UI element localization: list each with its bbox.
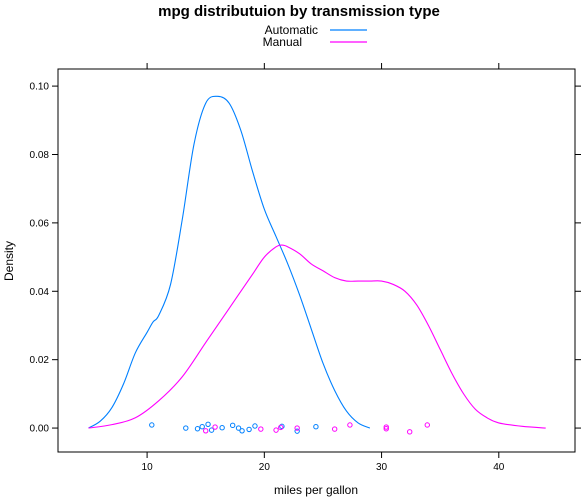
rug-point-manual <box>203 428 209 434</box>
y-tick-label: 0.02 <box>30 355 50 366</box>
x-tick-label: 30 <box>376 462 388 473</box>
rug-point-automatic <box>279 423 285 430</box>
density-line-manual <box>88 244 546 429</box>
rug-point-automatic <box>194 426 201 432</box>
y-axis: 0.00 0.02 0.04 0.06 0.08 0.10 <box>30 82 581 435</box>
density-line-automatic <box>88 95 371 429</box>
legend-label-manual: Manual <box>263 35 302 49</box>
rug-point-automatic <box>149 422 155 428</box>
y-tick-label: 0.10 <box>30 82 50 93</box>
y-tick-label: 0.00 <box>30 424 50 435</box>
x-axis: 10 20 30 40 <box>142 63 505 473</box>
x-tick-label: 10 <box>142 462 154 473</box>
x-tick-label: 20 <box>259 462 271 473</box>
y-tick-label: 0.06 <box>30 218 50 229</box>
rug-points-layer <box>149 421 430 435</box>
series-layer <box>88 95 546 429</box>
rug-point-automatic <box>246 426 252 433</box>
rug-point-automatic <box>208 427 215 433</box>
rug-point-automatic <box>239 428 245 434</box>
rug-point-automatic <box>294 428 300 434</box>
y-tick-label: 0.04 <box>30 287 50 298</box>
legend-label-automatic: Automatic <box>265 23 318 37</box>
rug-point-manual <box>294 425 300 431</box>
rug-point-automatic <box>219 425 225 431</box>
rug-point-automatic <box>205 421 211 428</box>
rug-point-automatic <box>235 425 242 431</box>
rug-point-automatic <box>252 423 258 429</box>
rug-point-manual <box>273 427 279 433</box>
legend: Automatic Manual <box>263 23 367 49</box>
rug-point-manual <box>347 422 353 428</box>
rug-point-automatic <box>199 423 205 430</box>
rug-point-manual <box>383 426 389 432</box>
x-tick-label: 40 <box>493 462 505 473</box>
y-axis-label: Density <box>2 241 16 281</box>
rug-point-manual <box>383 424 389 430</box>
x-axis-label: miles per gallon <box>274 483 358 497</box>
rug-point-manual <box>424 422 430 428</box>
rug-point-automatic <box>183 425 189 431</box>
y-tick-label: 0.08 <box>30 150 50 161</box>
rug-point-manual <box>212 424 218 430</box>
rug-point-automatic <box>313 423 319 430</box>
rug-point-manual <box>278 424 284 431</box>
rug-point-automatic <box>229 422 236 429</box>
plot-frame <box>57 68 576 453</box>
chart-title: mpg distributuion by transmission type <box>158 3 440 20</box>
rug-point-manual <box>407 429 413 435</box>
rug-point-manual <box>258 426 264 432</box>
rug-point-manual <box>331 426 338 432</box>
